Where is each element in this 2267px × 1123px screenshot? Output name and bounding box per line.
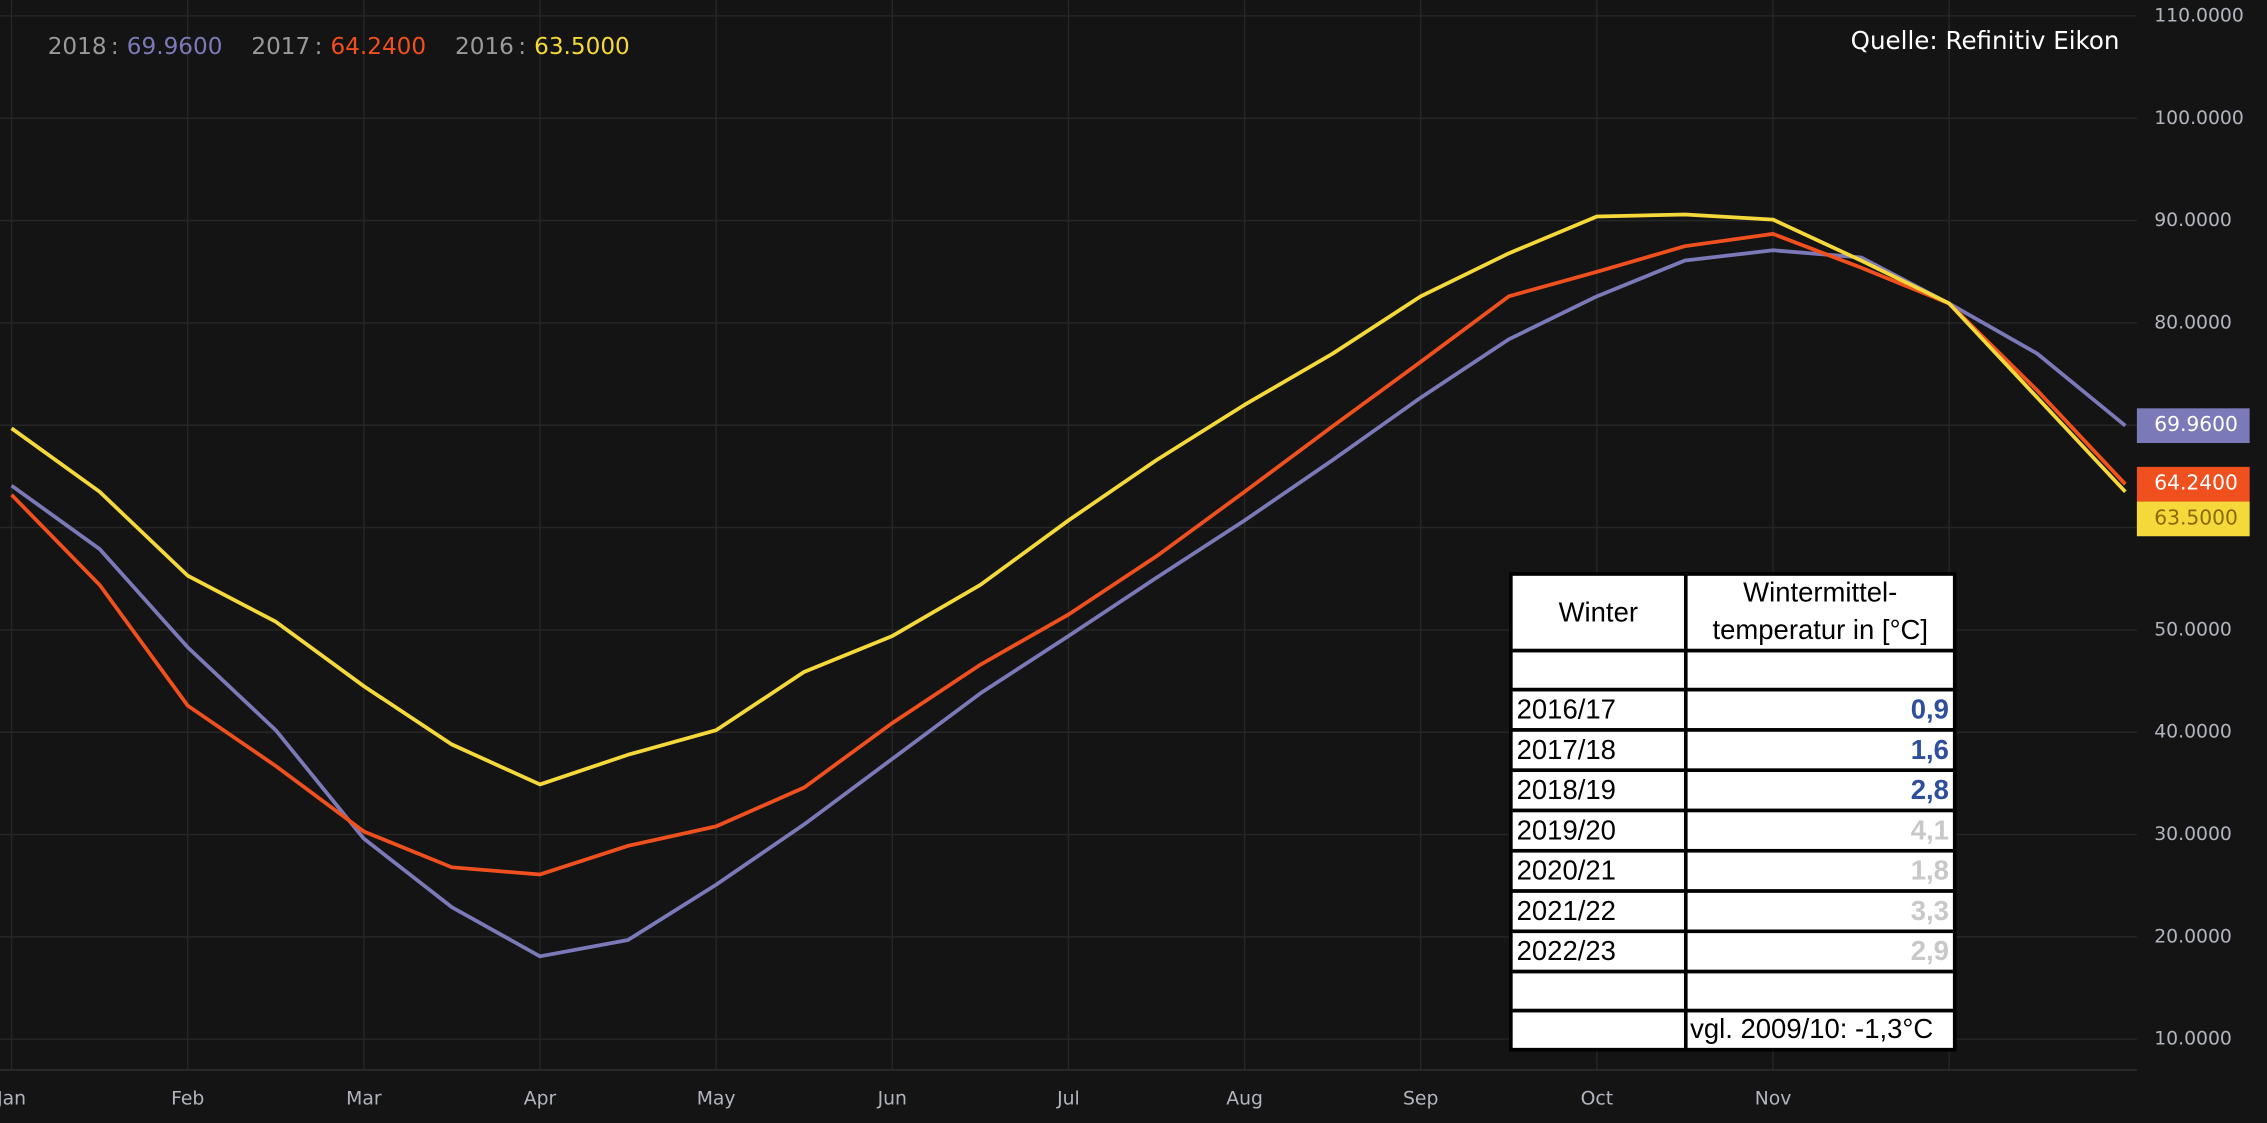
table-header: Winter (1559, 597, 1638, 628)
table-winter: 2019/20 (1517, 814, 1616, 845)
table-cell (1509, 969, 1688, 1013)
table-cell (1509, 1008, 1688, 1052)
grid (0, 0, 2137, 1070)
y-tick-label: 10.0000 (2154, 1029, 2232, 1050)
table-winter: 2017/18 (1517, 734, 1616, 765)
series-line (10, 248, 2127, 959)
source: Quelle: Refinitiv Eikon (1851, 26, 2120, 55)
y-tick-label: 100.0000 (2154, 108, 2244, 129)
series-line (10, 212, 2127, 787)
y-tick-label: 80.0000 (2154, 312, 2232, 333)
y-tick-label: 90.0000 (2154, 210, 2232, 231)
y-tick-label: 30.0000 (2154, 824, 2232, 845)
table-value: 4,1 (1911, 814, 1949, 845)
x-tick-label: Feb (171, 1088, 204, 1109)
table-note: vgl. 2009/10: -1,3°C (1690, 1013, 1933, 1044)
y-tick-label: 50.0000 (2154, 619, 2232, 640)
table-cell (1509, 728, 1688, 773)
table-cell (1683, 969, 1957, 1013)
table-cell (1683, 1008, 1957, 1052)
x-tick-label: Jun (877, 1088, 907, 1109)
legend-separator: : (111, 34, 119, 60)
table-cell (1509, 648, 1688, 692)
last-value-tag (2136, 408, 2250, 444)
x-tick-label: May (697, 1088, 736, 1109)
legend-value: 69.9600 (127, 34, 223, 60)
table-value: 1,6 (1911, 734, 1949, 765)
y-tick-label: 20.0000 (2154, 926, 2232, 947)
table-value: 3,3 (1911, 895, 1949, 926)
x-tick-label: Sep (1403, 1088, 1438, 1109)
table-value: 0,9 (1911, 694, 1949, 725)
legend-value: 63.5000 (534, 34, 630, 60)
legend-label: 2018 (48, 34, 107, 60)
legend-value: 64.2400 (330, 34, 426, 60)
x-tick-label: Jan (0, 1088, 26, 1109)
table-value: 1,8 (1911, 855, 1949, 886)
legend-separator: : (518, 34, 526, 60)
legend-label: 2016 (455, 34, 514, 60)
table-winter: 2020/21 (1517, 855, 1616, 886)
legend: 2018:69.9600 2017:64.2400 2016:63.5000 (48, 34, 630, 60)
legend-label: 2017 (251, 34, 310, 60)
last-value-tag (2136, 501, 2250, 537)
table-winter: 2022/23 (1517, 935, 1616, 966)
table-cell (1683, 687, 1957, 732)
table-cell (1683, 648, 1957, 692)
legend-separator: : (315, 34, 323, 60)
table-cell (1683, 572, 1957, 653)
x-tick-label: Jul (1056, 1088, 1080, 1109)
last-value-label: 63.5000 (2154, 505, 2238, 529)
table-winter: 2021/22 (1517, 895, 1616, 926)
x-tick-label: Nov (1755, 1088, 1792, 1109)
y-axis: 10.000020.000030.000040.000050.000060.00… (0, 5, 2250, 1109)
table-cell (1683, 929, 1957, 974)
table-header: Wintermittel- (1743, 576, 1897, 607)
x-tick-label: Apr (524, 1088, 557, 1109)
table-winter: 2018/19 (1517, 774, 1616, 805)
series-line (10, 232, 2127, 877)
table-winter: 2016/17 (1517, 694, 1616, 725)
lines (10, 212, 2127, 959)
table-value: 2,8 (1911, 774, 1949, 805)
table-cell (1683, 728, 1957, 773)
table-cell (1509, 768, 1688, 813)
table: Winter Wintermittel-temperatur in [°C] 201… (1509, 572, 1957, 1052)
y-tick-label: 40.0000 (2154, 722, 2232, 743)
table-header: temperatur in [°C] (1712, 614, 1928, 645)
last-value-tag (2136, 466, 2250, 502)
table-cell (1683, 808, 1957, 853)
last-value-label: 64.2400 (2154, 471, 2238, 495)
x-tick-label: Mar (346, 1088, 382, 1109)
x-tick-label: Oct (1581, 1088, 1613, 1109)
last-value-label: 69.9600 (2154, 412, 2238, 436)
x-tick-label: Aug (1226, 1088, 1263, 1109)
table-value: 2,9 (1911, 935, 1949, 966)
y-tick-label: 110.0000 (2154, 5, 2244, 26)
